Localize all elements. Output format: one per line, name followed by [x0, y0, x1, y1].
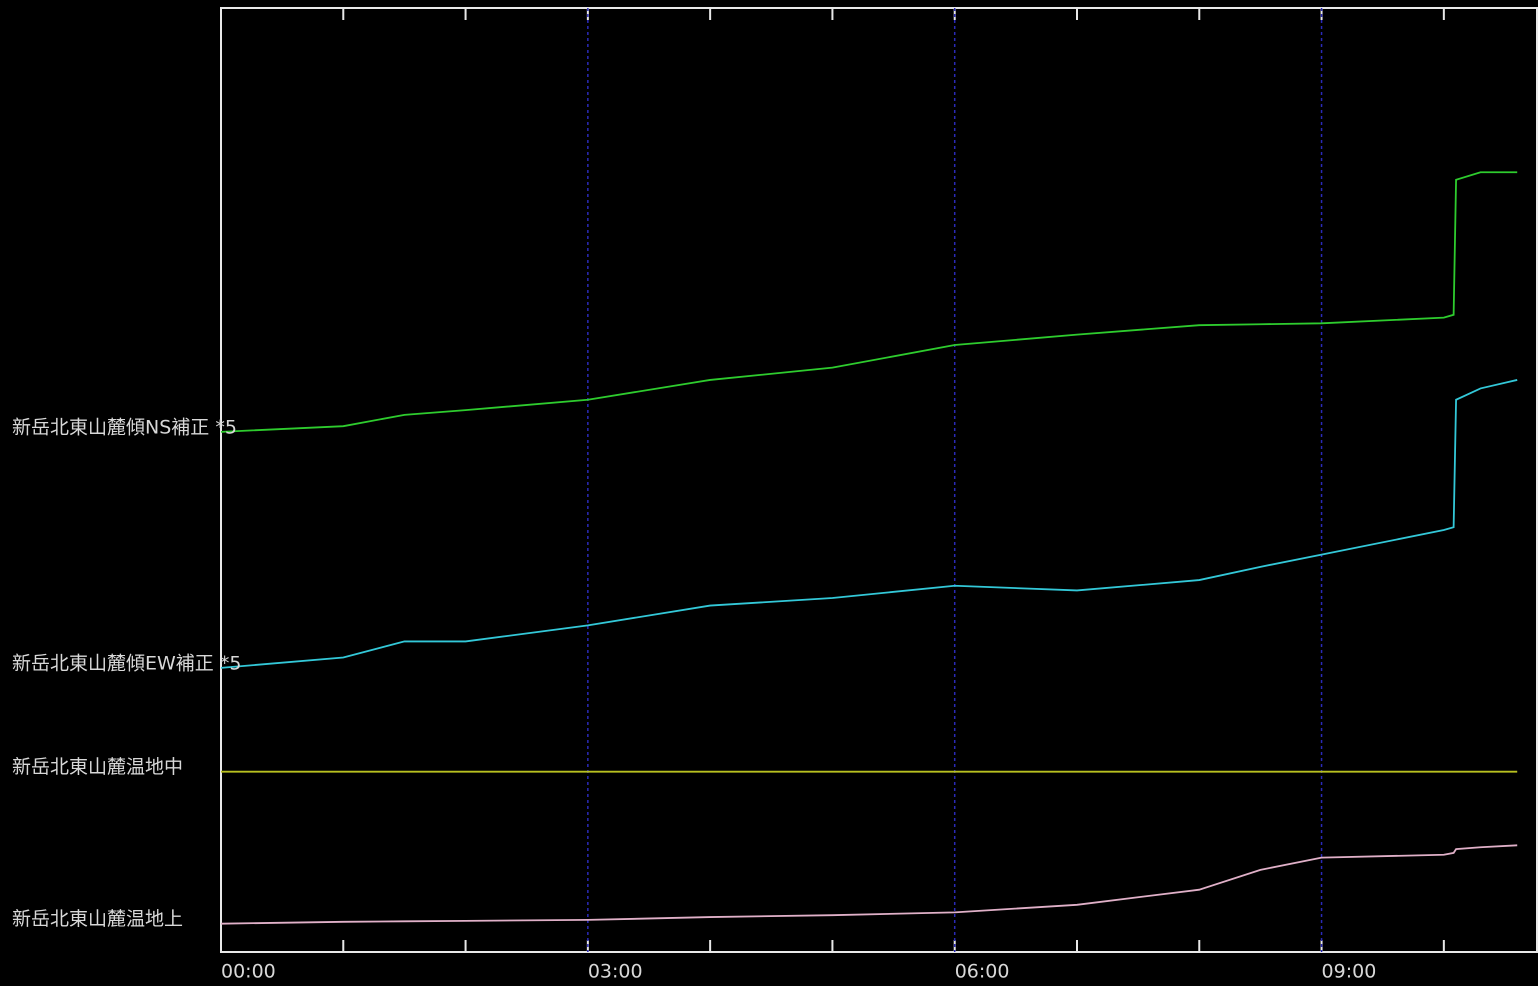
x-tick-label: 06:00	[955, 961, 1010, 983]
series-label: 新岳北東山麓傾EW補正 *5	[12, 652, 241, 674]
series-label: 新岳北東山麓温地中	[12, 756, 183, 778]
series-line	[220, 844, 1518, 925]
x-tick-label: 00:00	[221, 961, 276, 983]
series-label: 新岳北東山麓温地上	[12, 908, 183, 930]
series-label: 新岳北東山麓傾NS補正 *5	[12, 416, 237, 438]
x-tick-label: 09:00	[1322, 961, 1377, 983]
series-line	[220, 171, 1518, 433]
plot-frame	[220, 7, 1538, 953]
x-tick-label: 03:00	[588, 961, 643, 983]
series-line	[220, 379, 1518, 669]
